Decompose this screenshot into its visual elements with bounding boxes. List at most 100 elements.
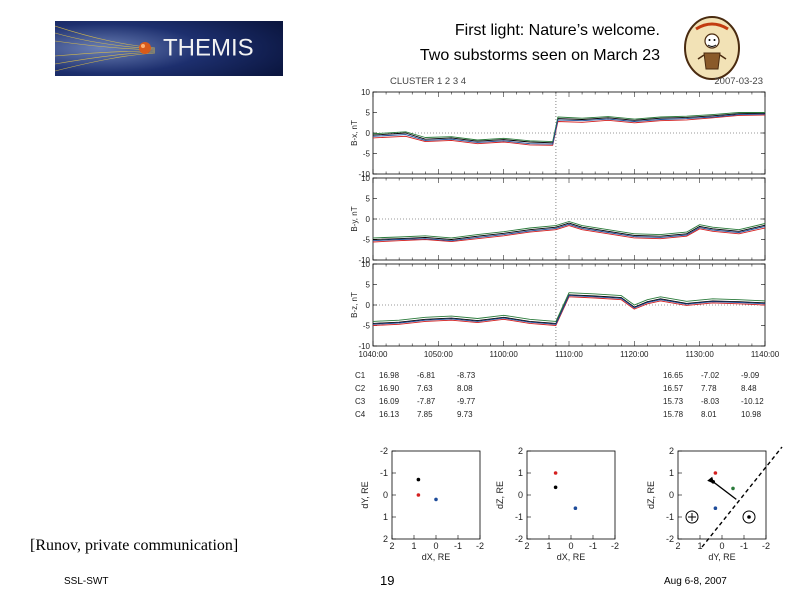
- table-cell: 16.57: [663, 384, 684, 393]
- x-axis-label: dY, RE: [708, 552, 735, 562]
- y-tick-label: 5: [366, 109, 371, 118]
- footer-left: SSL-SWT: [64, 576, 109, 587]
- y-axis-label: B-y, nT: [350, 206, 359, 231]
- series-line-c2: [372, 296, 766, 326]
- x-tick-label: 1: [697, 541, 702, 551]
- x-tick-label: 1: [411, 541, 416, 551]
- series-line-c3: [372, 112, 765, 143]
- scatter-frame: [526, 450, 616, 540]
- table-cell: C4: [355, 410, 366, 419]
- y-tick-label: 0: [366, 129, 371, 138]
- y-tick-label: 10: [361, 88, 370, 97]
- y-tick-label: -1: [380, 468, 388, 478]
- panel-3: -10 -5 0 5 10 B-z, nT 1040:00 1050:00 1100:00 111…: [350, 260, 780, 359]
- x-tick-label: -2: [476, 541, 484, 551]
- y-axis-label: B-x, nT: [350, 120, 359, 146]
- table-cell: 8.48: [741, 384, 757, 393]
- boundary-dashed-line: [701, 446, 783, 548]
- x-tick-label: 1: [546, 541, 551, 551]
- table-cell: C3: [355, 397, 366, 406]
- table-cell: 8.08: [457, 384, 473, 393]
- table-row: C3 16.09 -7.87 -9.77 15.73 -8.03 -10.12: [355, 397, 764, 406]
- y-tick-label: -2: [380, 446, 388, 456]
- y-tick-label: 2: [383, 534, 388, 544]
- y-tick-label: -1: [666, 512, 674, 522]
- table-cell: -6.81: [417, 371, 436, 380]
- slide-title-line-1: First light: Nature’s welcome.: [454, 22, 660, 39]
- table-row: C4 16.13 7.85 9.73 15.78 8.01 10.98: [355, 410, 762, 419]
- series-line-c4: [372, 223, 766, 242]
- table-cell: 10.98: [741, 410, 762, 419]
- panel-1: -10 -5 0 5 10 B-x, nT: [350, 88, 766, 179]
- circle-dot-icon: [747, 515, 751, 519]
- table-row: C2 16.90 7.63 8.08 16.57 7.78 8.48: [355, 384, 757, 393]
- scatter-frame: [677, 450, 767, 540]
- scatter-panel-2: 2 1 0 -1 -2 -2 -1 0 1 2 dX, RE dZ, RE: [495, 446, 619, 562]
- y-tick-label: -5: [363, 150, 371, 159]
- y-tick-label: 5: [366, 195, 371, 204]
- table-cell: -9.77: [457, 397, 476, 406]
- table-cell: -7.02: [701, 371, 720, 380]
- table-cell: 16.13: [379, 410, 400, 419]
- scatter-panel-3: 2 1 0 -1 -2 -2 -1 0 1 2 dY, RE dZ, RE: [646, 446, 783, 562]
- x-tick-label: 1040:00: [359, 350, 388, 359]
- y-tick-label: -5: [363, 236, 371, 245]
- y-tick-label: 1: [383, 512, 388, 522]
- themis-logo: THEMIS: [55, 21, 283, 76]
- y-tick-label: 0: [669, 490, 674, 500]
- table-cell: -10.12: [741, 397, 764, 406]
- x-tick-label: 1050:00: [424, 350, 453, 359]
- y-tick-label: 0: [518, 490, 523, 500]
- normal-arrow: [712, 481, 737, 500]
- scatter-point-c4: [434, 497, 438, 502]
- magnetic-field-plot: CLUSTER 1 2 3 4 2007-03-23 -10 -5 0 5 10 B-x,…: [350, 76, 780, 359]
- table-row: C1 16.98 -6.81 -8.73 16.65 -7.02 -9.09: [355, 371, 760, 380]
- slide-title-line-2: Two substorms seen on March 23: [419, 47, 660, 64]
- series-line-c2: [372, 225, 766, 243]
- y-tick-label: -2: [515, 534, 523, 544]
- y-tick-label: 0: [366, 215, 371, 224]
- page-number: 19: [380, 573, 395, 588]
- series-line-c2: [372, 114, 766, 146]
- y-axis-label: dY, RE: [360, 481, 370, 508]
- table-cell: C1: [355, 371, 366, 380]
- y-tick-label: -10: [358, 170, 370, 179]
- y-tick-label: 2: [518, 446, 523, 456]
- table-cell: 15.73: [663, 397, 684, 406]
- y-tick-label: -10: [358, 342, 370, 351]
- table-cell: 16.98: [379, 371, 400, 380]
- series-line-c4: [372, 295, 766, 325]
- x-tick-label: 2: [524, 541, 529, 551]
- x-tick-label: -1: [740, 541, 748, 551]
- y-tick-label: 10: [361, 174, 370, 183]
- scatter-point-c4: [573, 506, 578, 510]
- x-tick-label: 1130:00: [686, 350, 715, 359]
- scatter-point-c2: [553, 471, 558, 475]
- y-tick-label: 5: [366, 281, 371, 290]
- table-cell: 8.01: [701, 410, 717, 419]
- panel-2: -10 -5 0 5 10 B-y, nT: [350, 174, 766, 265]
- y-tick-label: -10: [358, 256, 370, 265]
- citation: [Runov, private communication]: [30, 537, 239, 554]
- table-cell: -9.09: [741, 371, 760, 380]
- y-tick-label: -5: [363, 322, 371, 331]
- plot-header-left: CLUSTER 1 2 3 4: [390, 76, 466, 87]
- y-tick-label: 1: [518, 468, 523, 478]
- mission-badge-icon: [682, 15, 742, 81]
- series-line-c3: [372, 292, 766, 322]
- table-cell: -7.87: [417, 397, 436, 406]
- table-cell: 15.78: [663, 410, 684, 419]
- x-tick-label: -2: [762, 541, 770, 551]
- x-tick-label: 0: [433, 541, 438, 551]
- scatter-panel-1: 2 1 0 -1 -2 -2 -1 0 1 2 dX, RE dY, RE: [360, 446, 484, 562]
- scatter-point-c4: [713, 506, 718, 510]
- scatter-point-c1: [711, 480, 715, 484]
- table-cell: -8.73: [457, 371, 476, 380]
- scatter-point-c1: [416, 477, 421, 482]
- logo-text: THEMIS: [163, 34, 254, 61]
- table-cell: 16.09: [379, 397, 400, 406]
- series-line-c3: [372, 221, 766, 239]
- footer-date: Aug 6-8, 2007: [664, 576, 727, 587]
- table-cell: 16.65: [663, 371, 684, 380]
- x-tick-label: -1: [589, 541, 597, 551]
